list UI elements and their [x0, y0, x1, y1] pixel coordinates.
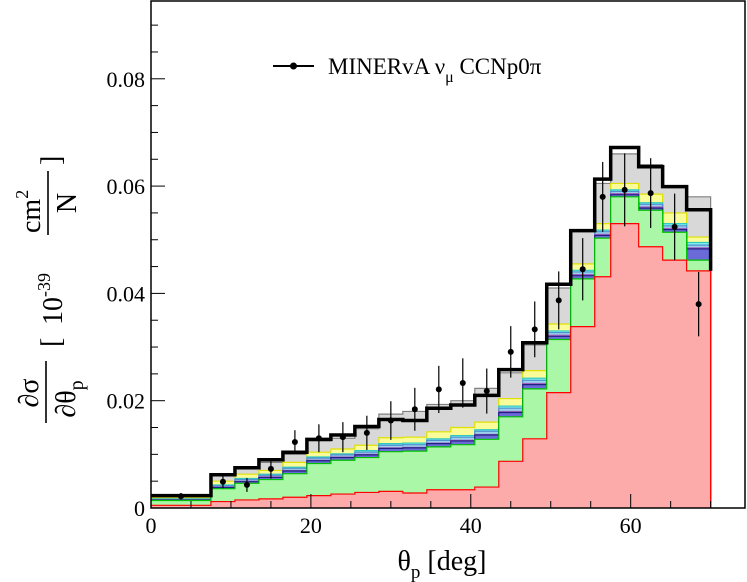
- y-title-unit-numerator: cm2: [12, 190, 47, 233]
- data-point: [555, 297, 562, 304]
- y-title-left-bracket: [: [36, 338, 67, 347]
- data-point: [387, 417, 394, 424]
- data-point: [363, 429, 370, 436]
- data-point: [579, 266, 586, 273]
- plot-frame: [150, 0, 746, 509]
- data-point: [243, 481, 250, 488]
- legend: MINERvA νμ CCNp0π: [273, 54, 542, 86]
- data-point: [177, 493, 184, 500]
- y-axis-title: ∂σ ∂θp [ 10-39 cm2 N ]: [12, 156, 88, 423]
- data-point: [411, 406, 418, 413]
- x-tick-label: 40: [460, 513, 482, 538]
- stack-edge-1: [151, 196, 712, 508]
- stack-fill-0: [151, 223, 711, 508]
- data-point: [647, 190, 654, 197]
- data-point: [339, 434, 346, 441]
- stack-edge-0: [151, 223, 712, 508]
- y-title-right-bracket: ]: [36, 156, 67, 165]
- data-point: [483, 388, 490, 395]
- data-point: [315, 435, 322, 442]
- y-title-unit-denominator: N: [52, 193, 83, 213]
- y-tick-label: 0.06: [107, 174, 146, 199]
- x-tick-label: 0: [146, 513, 157, 538]
- data-point: [671, 223, 678, 230]
- plot-area: [151, 145, 713, 509]
- x-tick-label: 60: [620, 513, 642, 538]
- y-tick-label: 0: [134, 496, 145, 521]
- data-point: [219, 478, 226, 485]
- data-point: [459, 379, 466, 386]
- y-title-factor: 10-39: [34, 273, 69, 325]
- data-point: [531, 326, 538, 333]
- data-point: [267, 465, 274, 472]
- x-axis-title: θp [deg]: [398, 546, 487, 582]
- data-point: [507, 348, 514, 355]
- total-prediction-line: [151, 145, 713, 498]
- y-tick-label: 0.02: [107, 389, 146, 414]
- data-point: [435, 386, 442, 393]
- data-point: [291, 439, 298, 446]
- data-point: [695, 301, 702, 308]
- y-title-denominator: ∂θp: [51, 380, 88, 417]
- y-tick-label: 0.04: [107, 281, 146, 306]
- legend-label: MINERvA νμ CCNp0π: [328, 54, 542, 86]
- y-tick-label: 0.08: [107, 67, 146, 92]
- data-point: [599, 193, 606, 200]
- y-title-numerator: ∂σ: [14, 379, 45, 408]
- data-point: [621, 186, 628, 193]
- x-tick-label: 20: [300, 513, 322, 538]
- legend-marker-dot: [290, 62, 297, 70]
- axes: 0 20 40 60 0 0.02 0.04 0.06 0.08: [107, 0, 746, 538]
